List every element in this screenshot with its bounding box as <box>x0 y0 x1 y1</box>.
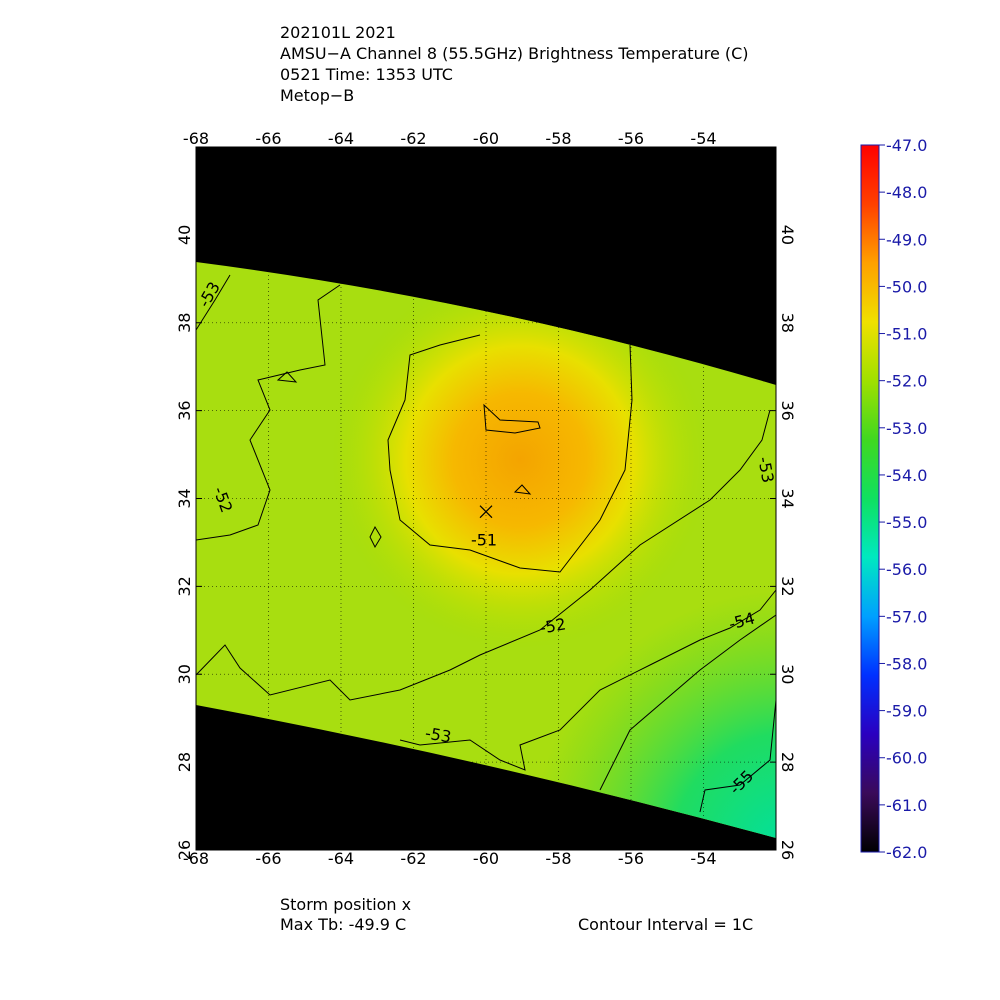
contour-label: -51 <box>471 531 497 550</box>
contour-label: -53 <box>754 455 777 484</box>
contour-label: -52 <box>538 614 567 637</box>
colorbar-label: -58.0 <box>886 654 927 673</box>
y-tick-label: 30 <box>175 664 194 684</box>
y-tick-label: 26 <box>175 840 194 860</box>
footer-text: Storm position x <box>280 895 411 914</box>
x-tick-label: -58 <box>545 129 571 148</box>
y-tick-label: 28 <box>778 752 797 772</box>
x-tick-label: -68 <box>183 129 209 148</box>
x-tick-label: -54 <box>690 129 716 148</box>
colorbar-label: -54.0 <box>886 466 927 485</box>
contour-label: -53 <box>424 723 453 746</box>
y-tick-label: 38 <box>778 313 797 333</box>
colorbar-label: -55.0 <box>886 513 927 532</box>
x-tick-label: -64 <box>328 849 354 868</box>
colorbar-label: -52.0 <box>886 372 927 391</box>
axes: -68 -68 -66 -66 -64 -64 -62 -62 -60 -60 -58 -58 -56 -… <box>175 129 797 868</box>
colorbar-label: -50.0 <box>886 277 927 296</box>
colorbar-label: -53.0 <box>886 419 927 438</box>
x-tick-label: -60 <box>473 129 499 148</box>
x-tick-label: -64 <box>328 129 354 148</box>
y-tick-label: 34 <box>175 488 194 508</box>
y-tick-label: 32 <box>778 576 797 596</box>
footer-text: Contour Interval = 1C <box>578 915 753 934</box>
colorbar-label: -61.0 <box>886 796 927 815</box>
footer-text: Max Tb: -49.9 C <box>280 915 406 934</box>
y-tick-label: 36 <box>175 400 194 420</box>
x-tick-label: -56 <box>618 129 644 148</box>
x-tick-label: -54 <box>690 849 716 868</box>
y-tick-label: 40 <box>175 225 194 245</box>
x-tick-label: -66 <box>255 849 281 868</box>
y-tick-label: 32 <box>175 576 194 596</box>
y-tick-label: 26 <box>778 840 797 860</box>
colorbar-label: -48.0 <box>886 183 927 202</box>
x-tick-label: -66 <box>255 129 281 148</box>
y-tick-label: 36 <box>778 400 797 420</box>
x-tick-label: -60 <box>473 849 499 868</box>
x-tick-label: -58 <box>545 849 571 868</box>
colorbar-label: -57.0 <box>886 607 927 626</box>
colorbar-label: -49.0 <box>886 230 927 249</box>
colorbar-label: -51.0 <box>886 325 927 344</box>
colorbar-label: -59.0 <box>886 702 927 721</box>
titles: 202101L 2021 AMSU−A Channel 8 (55.5GHz) … <box>280 23 749 105</box>
footer: Storm position x Max Tb: -49.9 C Contour… <box>280 895 753 934</box>
storm-marker <box>479 505 493 519</box>
colorbar-label: -56.0 <box>886 560 927 579</box>
colorbar-label: -62.0 <box>886 843 927 862</box>
title-line: AMSU−A Channel 8 (55.5GHz) Brightness Te… <box>280 44 749 63</box>
x-tick-label: -68 <box>183 849 209 868</box>
y-tick-label: 34 <box>778 488 797 508</box>
x-tick-label: -56 <box>618 849 644 868</box>
colorbar-label: -60.0 <box>886 749 927 768</box>
x-tick-label: -62 <box>400 849 426 868</box>
colorbar-label: -47.0 <box>886 136 927 155</box>
title-line: 202101L 2021 <box>280 23 396 42</box>
title-line: Metop−B <box>280 86 354 105</box>
title-line: 0521 Time: 1353 UTC <box>280 65 453 84</box>
x-tick-label: -62 <box>400 129 426 148</box>
colorbar-scale <box>860 144 880 853</box>
y-tick-label: 38 <box>175 313 194 333</box>
colorbar: -47.0 -48.0 -49.0 -50.0 -51.0 -52.0 -53.0 -54.0… <box>860 136 927 862</box>
y-tick-label: 40 <box>778 225 797 245</box>
y-tick-label: 28 <box>175 752 194 772</box>
y-tick-label: 30 <box>778 664 797 684</box>
